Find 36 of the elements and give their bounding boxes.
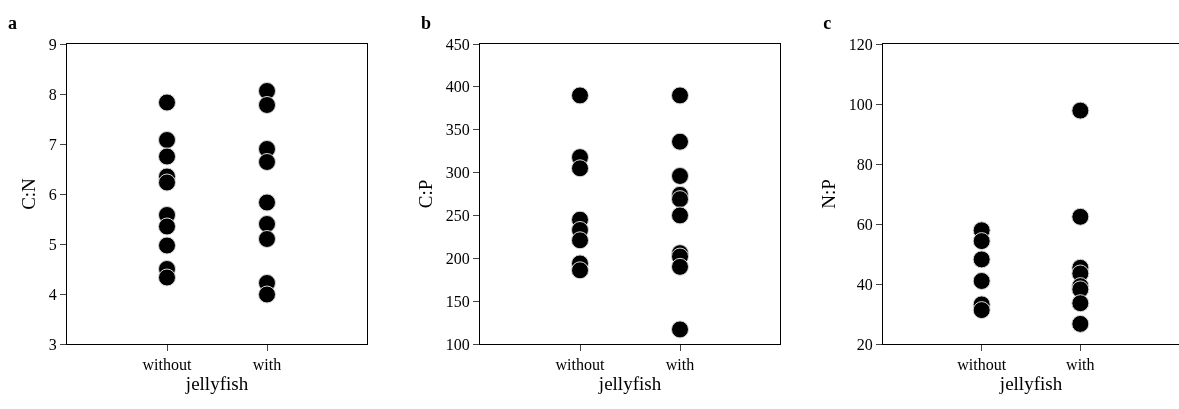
y-tick-label: 450 [445,35,470,53]
x-tick-label: with [1066,356,1095,374]
y-tick-label: 80 [856,155,873,173]
y-tick-label: 120 [848,35,873,53]
y-tick-label: 60 [856,215,873,233]
y-tick-label: 200 [445,249,470,267]
x-tick-label: without [555,356,605,374]
x-axis-title: jellyfish [184,373,249,395]
y-tick-label: 350 [445,121,470,139]
y-tick-label: 7 [48,135,57,153]
y-tick-label: 9 [48,35,57,53]
y-tick-label: 300 [445,164,470,182]
y-tick-label: 250 [445,207,470,225]
y-tick-label: 20 [856,335,873,353]
y-tick-label: 6 [48,185,57,203]
y-tick-label: 5 [48,235,57,253]
y-tick-label: 4 [48,285,57,303]
chart-title: b [421,12,432,33]
y-axis-title: N:P [817,179,839,209]
x-axis-title: jellyfish [998,373,1063,395]
x-tick-label: with [252,356,282,374]
y-tick-label: 400 [445,78,470,96]
x-tick-label: with [665,356,695,374]
y-tick-label: 8 [48,85,57,103]
x-tick-label: without [957,356,1007,374]
chart-title: c [823,12,832,33]
y-tick-label: 150 [445,292,470,310]
y-axis-title: C:N [17,177,39,210]
y-tick-label: 100 [445,335,470,353]
y-tick-label: 3 [48,335,57,353]
chart-title: a [8,12,17,33]
y-tick-label: 100 [848,95,873,113]
x-axis-title: jellyfish [597,373,662,395]
x-tick-label: without [142,356,192,374]
y-tick-label: 40 [856,275,873,293]
y-axis-title: C:P [414,179,436,209]
